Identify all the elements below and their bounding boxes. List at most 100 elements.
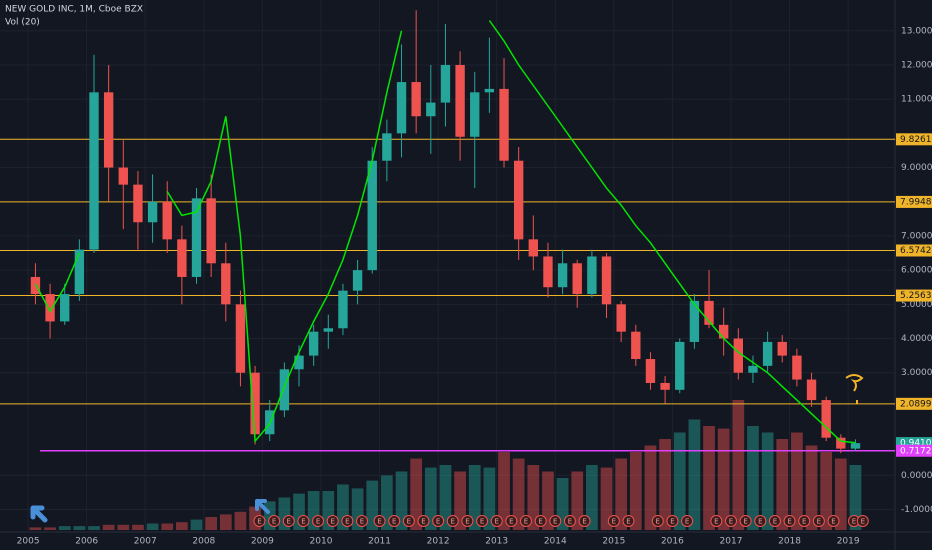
volume-bar bbox=[395, 471, 408, 530]
y-tick-label: 12.0000 bbox=[901, 60, 932, 70]
earnings-label: E bbox=[330, 518, 334, 526]
candle-body bbox=[235, 304, 246, 373]
y-tick-label: 6.0000 bbox=[901, 266, 932, 276]
candle-body bbox=[499, 88, 509, 161]
volume-bar bbox=[805, 445, 818, 530]
volume-bar bbox=[673, 432, 686, 530]
earnings-marker bbox=[297, 515, 310, 527]
earnings-marker bbox=[827, 515, 840, 527]
volume-bar bbox=[132, 524, 144, 530]
x-tick-label: 2009 bbox=[251, 537, 274, 547]
volume-bar bbox=[761, 432, 774, 530]
candle-body bbox=[411, 82, 421, 117]
candle-body bbox=[850, 443, 861, 449]
earnings-label: E bbox=[758, 518, 762, 526]
volume-bar bbox=[542, 471, 554, 530]
volume-bar bbox=[776, 439, 789, 530]
earnings-label: E bbox=[524, 518, 528, 526]
earnings-label: E bbox=[787, 518, 791, 526]
earnings-label: E bbox=[407, 518, 411, 526]
x-tick-label: 2013 bbox=[485, 537, 508, 547]
earnings-marker bbox=[856, 515, 869, 527]
volume-bar bbox=[527, 465, 540, 530]
earnings-marker bbox=[681, 515, 694, 527]
volume-bar bbox=[205, 517, 218, 530]
volume-bar bbox=[351, 488, 364, 530]
earnings-marker bbox=[710, 515, 723, 527]
volume-bar bbox=[629, 452, 642, 530]
earnings-marker bbox=[341, 515, 354, 527]
volume-bar bbox=[219, 514, 232, 530]
candle-body bbox=[704, 300, 714, 325]
candle-body bbox=[762, 341, 773, 366]
earnings-marker bbox=[607, 515, 620, 527]
volume-bar bbox=[263, 501, 276, 530]
earnings-marker bbox=[268, 515, 281, 527]
earnings-label: E bbox=[421, 518, 425, 526]
candle-body bbox=[206, 198, 216, 264]
candle-body bbox=[294, 355, 304, 370]
volume-bar bbox=[468, 465, 481, 530]
x-tick-label: 2019 bbox=[837, 537, 860, 547]
x-tick-label: 2012 bbox=[427, 537, 450, 547]
volume-bar bbox=[483, 467, 496, 530]
candle-body bbox=[221, 263, 231, 305]
arrow-icon bbox=[30, 505, 48, 523]
candle-body bbox=[338, 290, 348, 329]
y-tick-label: 4.0000 bbox=[901, 334, 932, 344]
earnings-marker bbox=[724, 515, 737, 527]
earnings-label: E bbox=[685, 518, 689, 526]
volume-bar bbox=[556, 478, 569, 530]
earnings-label: E bbox=[345, 518, 349, 526]
earnings-marker bbox=[312, 515, 325, 527]
volume-bar bbox=[644, 445, 657, 530]
volume-bar bbox=[439, 465, 452, 530]
candle-body bbox=[484, 88, 495, 93]
earnings-label: E bbox=[509, 518, 513, 526]
candle-body bbox=[382, 133, 392, 161]
earnings-label: E bbox=[287, 518, 291, 526]
y-tick-label: 11.0000 bbox=[901, 95, 932, 105]
candle-body bbox=[675, 341, 685, 390]
volume-bar bbox=[161, 523, 174, 530]
earnings-label: E bbox=[360, 518, 364, 526]
volume-bar bbox=[73, 526, 86, 530]
earnings-label: E bbox=[582, 518, 586, 526]
earnings-marker bbox=[519, 515, 532, 527]
earnings-label: E bbox=[480, 518, 484, 526]
level-tag bbox=[896, 289, 932, 302]
earnings-marker bbox=[402, 515, 415, 527]
volume-bar bbox=[337, 484, 349, 530]
volume-bar bbox=[586, 465, 598, 530]
earnings-marker bbox=[739, 515, 752, 527]
earnings-label: E bbox=[743, 518, 747, 526]
candle-body bbox=[572, 263, 582, 295]
candle-body bbox=[426, 102, 436, 117]
earnings-label: E bbox=[392, 518, 396, 526]
candle-body bbox=[616, 304, 626, 332]
volume-bar bbox=[29, 527, 42, 530]
volume-bar bbox=[176, 522, 188, 530]
candle-body bbox=[836, 437, 846, 449]
earnings-marker bbox=[666, 515, 679, 527]
earnings-marker bbox=[798, 515, 811, 527]
candle-body bbox=[250, 372, 260, 435]
candle-body bbox=[631, 331, 641, 360]
volume-bar bbox=[688, 419, 701, 530]
earnings-marker bbox=[446, 515, 459, 527]
annotation-icon bbox=[845, 374, 864, 404]
candle-body bbox=[660, 382, 670, 390]
level-label: 7.9948 bbox=[900, 197, 932, 207]
y-tick-label: 3.0000 bbox=[901, 368, 932, 378]
volume-bar bbox=[498, 452, 510, 530]
volume-legend: Vol (20) bbox=[5, 18, 40, 28]
earnings-label: E bbox=[612, 518, 616, 526]
earnings-label: E bbox=[436, 518, 440, 526]
earnings-marker bbox=[651, 515, 664, 527]
candle-body bbox=[74, 249, 85, 295]
earnings-marker bbox=[578, 515, 591, 527]
earnings-marker bbox=[563, 515, 576, 527]
earnings-label: E bbox=[802, 518, 806, 526]
earnings-label: E bbox=[451, 518, 455, 526]
